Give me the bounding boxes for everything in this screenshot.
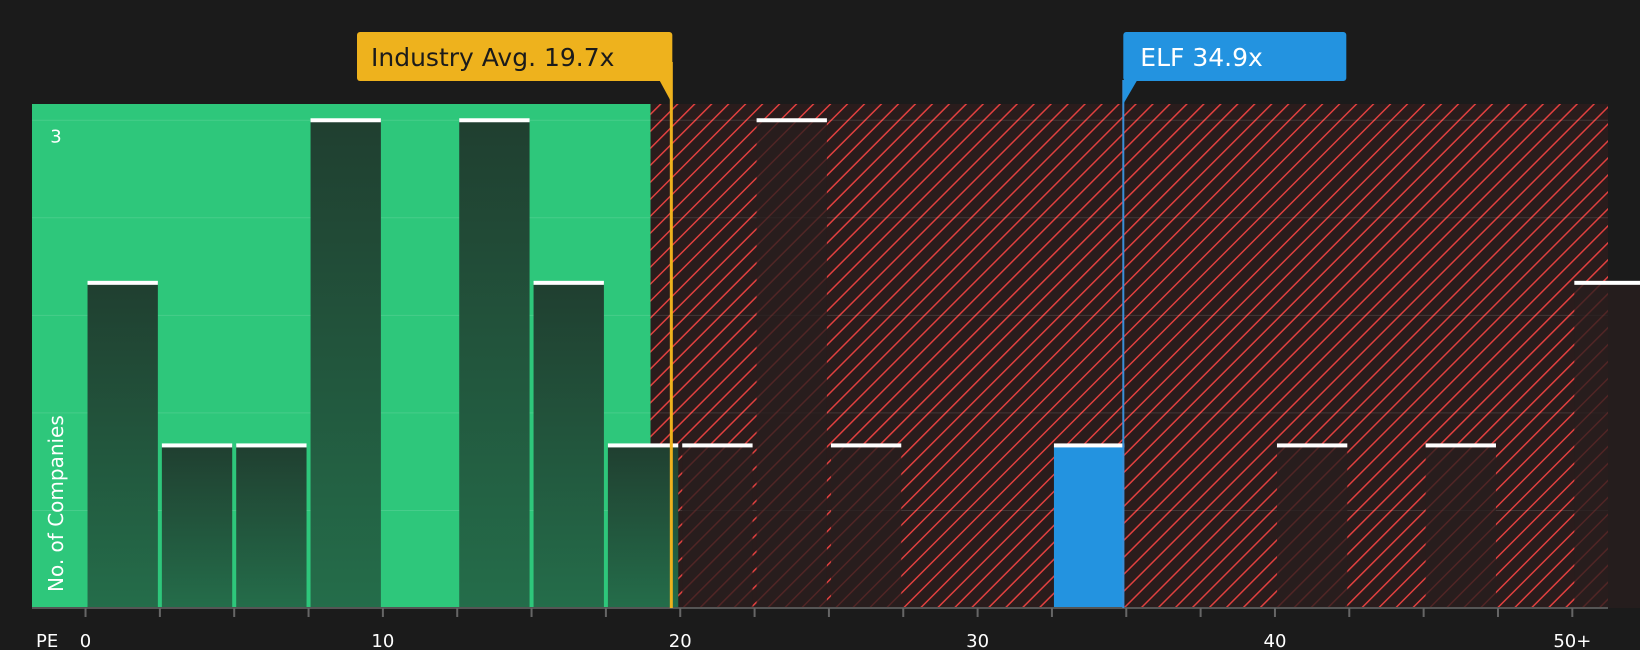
company-label: ELF 34.9x	[1140, 43, 1263, 72]
histogram-bar	[459, 120, 530, 609]
x-tick-label: 30	[966, 631, 989, 650]
histogram-bar	[533, 282, 604, 608]
histogram-bar	[236, 445, 307, 608]
histogram-bar	[161, 445, 233, 608]
bar-cap	[533, 280, 604, 285]
bar-cap	[607, 443, 679, 448]
bar-cap	[87, 280, 158, 285]
x-tick-label: 40	[1264, 631, 1287, 650]
industry-avg-pointer	[659, 80, 673, 104]
bar-cap	[310, 118, 381, 123]
y-tick-label: 3	[50, 126, 61, 147]
x-axis-title: PE	[36, 631, 58, 650]
x-tick-label: 10	[371, 631, 394, 650]
bar-cap	[161, 443, 233, 448]
bar-cap	[756, 118, 827, 123]
company-callout	[1123, 32, 1347, 81]
bar-cap	[1574, 280, 1640, 285]
y-axis-title: No. of Companies	[44, 415, 68, 592]
histogram-bar	[607, 445, 679, 608]
industry-avg-label: Industry Avg. 19.7x	[371, 43, 614, 72]
histogram-bar	[682, 445, 753, 608]
bar-cap	[1276, 443, 1348, 448]
x-tick-label: 0	[80, 631, 91, 650]
histogram-bar	[1276, 445, 1348, 608]
histogram-bar	[87, 282, 158, 608]
x-tick-label: 20	[669, 631, 692, 650]
x-tick-label: 50+	[1553, 631, 1591, 650]
industry-avg-callout	[357, 32, 673, 81]
company-pointer	[1123, 80, 1138, 104]
bar-cap	[1053, 443, 1125, 448]
histogram-bar	[830, 445, 902, 608]
bar-cap	[830, 443, 902, 448]
histogram-bar	[1574, 282, 1640, 608]
bar-cap	[682, 443, 753, 448]
bar-cap	[236, 443, 307, 448]
histogram-bar	[756, 120, 827, 609]
bar-cap	[459, 118, 530, 123]
company-bar	[1053, 445, 1125, 608]
histogram-bar	[1425, 445, 1496, 608]
bar-cap	[1425, 443, 1496, 448]
histogram-bar	[310, 120, 381, 609]
